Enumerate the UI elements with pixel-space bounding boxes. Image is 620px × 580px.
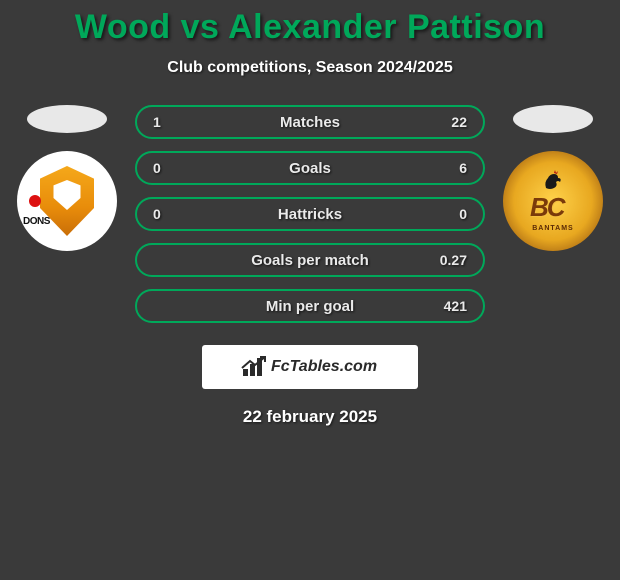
page-subtitle: Club competitions, Season 2024/2025 xyxy=(0,59,620,77)
stat-left-value: 1 xyxy=(153,114,161,130)
stat-label: Min per goal xyxy=(266,298,354,315)
stat-bar: 1 Matches 22 xyxy=(135,105,485,139)
stat-right-value: 22 xyxy=(451,114,467,130)
club-left-hint-text: DONS xyxy=(23,216,50,227)
club-right-hint-text: BANTAMS xyxy=(518,225,588,232)
stat-right-value: 421 xyxy=(444,298,467,314)
branding-box: FcTables.com xyxy=(202,345,418,389)
trend-arrow-icon xyxy=(241,356,267,370)
player-right-photo-placeholder xyxy=(513,105,593,133)
stat-right-value: 6 xyxy=(459,160,467,176)
date-text: 22 february 2025 xyxy=(0,407,620,427)
stat-bar: Goals per match 0.27 xyxy=(135,243,485,277)
stat-right-value: 0 xyxy=(459,206,467,222)
stat-bar: Min per goal 421 xyxy=(135,289,485,323)
stat-right-value: 0.27 xyxy=(440,252,467,268)
player-right-column: BC BANTAMS xyxy=(503,105,603,251)
club-badge-left: DONS xyxy=(17,151,117,251)
rooster-icon xyxy=(540,168,566,194)
stat-bar: 0 Hattricks 0 xyxy=(135,197,485,231)
branding-text: FcTables.com xyxy=(271,358,377,376)
page-title: Wood vs Alexander Pattison xyxy=(0,8,620,47)
bar-chart-icon xyxy=(243,358,265,376)
club-badge-right: BC BANTAMS xyxy=(503,151,603,251)
stats-column: 1 Matches 22 0 Goals 6 0 Hattricks 0 Goa… xyxy=(135,105,485,323)
player-left-column: DONS xyxy=(17,105,117,251)
badge-dot-icon xyxy=(29,195,41,207)
club-right-abbrev: BC xyxy=(530,192,564,223)
stat-left-value: 0 xyxy=(153,206,161,222)
stat-bar: 0 Goals 6 xyxy=(135,151,485,185)
stat-label: Goals per match xyxy=(251,252,369,269)
stat-label: Goals xyxy=(289,160,331,177)
infographic-container: Wood vs Alexander Pattison Club competit… xyxy=(0,0,620,427)
club-left-abbrev: DONS xyxy=(23,216,50,227)
comparison-row: DONS 1 Matches 22 0 Goals 6 0 Hattricks … xyxy=(0,105,620,323)
stat-left-value: 0 xyxy=(153,160,161,176)
player-left-photo-placeholder xyxy=(27,105,107,133)
stat-label: Matches xyxy=(280,114,340,131)
club-badge-right-inner: BC BANTAMS xyxy=(518,166,588,236)
stat-label: Hattricks xyxy=(278,206,342,223)
